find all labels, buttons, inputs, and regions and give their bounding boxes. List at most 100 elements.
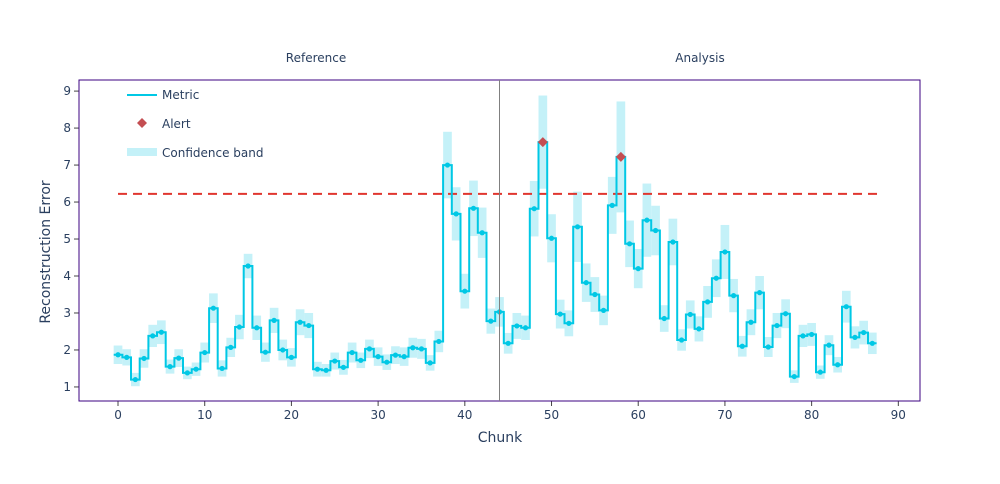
x-tick-label: 10 <box>197 408 212 422</box>
metric-point <box>687 311 693 318</box>
metric-point <box>219 365 225 372</box>
metric-point <box>184 370 190 376</box>
metric-point <box>566 320 572 326</box>
metric-point <box>210 305 216 311</box>
y-tick-label: 2 <box>63 343 71 357</box>
metric-point <box>332 358 338 364</box>
alert-markers <box>537 137 626 162</box>
metric-point <box>609 202 615 208</box>
metric-point <box>574 224 581 230</box>
x-tick-label: 90 <box>891 408 906 422</box>
y-axis-title: Reconstruction Error <box>38 180 54 324</box>
metric-point <box>384 359 390 365</box>
metric-point <box>652 227 659 234</box>
metric-point <box>739 343 745 349</box>
metric-markers <box>115 162 875 383</box>
metric-point <box>557 311 563 317</box>
metric-point <box>861 329 867 336</box>
metric-point <box>124 354 130 360</box>
y-tick-label: 4 <box>63 269 71 283</box>
metric-point <box>670 239 676 245</box>
metric-point <box>548 235 555 241</box>
metric-point <box>713 275 719 281</box>
metric-point <box>826 342 832 348</box>
metric-point <box>366 346 373 352</box>
metric-point <box>817 369 823 375</box>
axis-ticks: 0 10 20 30 40 50 60 70 80 90 1 2 3 4 5 6 7 8 9 <box>63 84 906 422</box>
metric-point <box>704 299 711 305</box>
metric-point <box>765 344 771 350</box>
metric-point <box>722 249 728 255</box>
legend-alert-label: Alert <box>162 117 191 131</box>
metric-point <box>262 349 269 355</box>
metric-point <box>522 325 529 331</box>
metric-point <box>835 362 841 368</box>
metric-point <box>592 291 598 298</box>
metric-point <box>505 340 511 346</box>
metric-point <box>141 355 147 362</box>
metric-point <box>323 367 329 373</box>
metric-point <box>410 345 416 351</box>
metric-point <box>852 334 858 340</box>
metric-point <box>531 206 537 212</box>
metric-point <box>202 349 208 356</box>
metric-point <box>297 319 303 325</box>
x-tick-label: 20 <box>284 408 299 422</box>
y-tick-label: 5 <box>63 232 71 246</box>
metric-point <box>479 230 485 236</box>
metric-point <box>809 331 815 338</box>
metric-point <box>696 326 702 332</box>
y-tick-label: 7 <box>63 158 71 172</box>
metric-point <box>427 360 433 366</box>
metric-point <box>730 293 737 299</box>
metric-point <box>791 373 797 380</box>
metric-series <box>113 141 877 381</box>
metric-point <box>375 354 381 360</box>
metric-point <box>314 366 321 372</box>
x-tick-label: 50 <box>544 408 559 422</box>
y-tick-label: 1 <box>63 380 71 394</box>
y-tick-label: 8 <box>63 121 71 135</box>
metric-point <box>228 344 234 350</box>
metric-point <box>271 317 277 323</box>
metric-point <box>158 329 164 335</box>
y-tick-label: 3 <box>63 306 71 320</box>
period-label-reference: Reference <box>286 51 346 65</box>
metric-point <box>748 319 754 325</box>
metric-point <box>306 322 312 329</box>
metric-point <box>167 364 173 370</box>
metric-point <box>132 376 138 383</box>
legend-band-label: Confidence band <box>162 146 263 160</box>
metric-point <box>678 337 685 343</box>
metric-point <box>280 347 286 353</box>
x-tick-label: 0 <box>114 408 122 422</box>
x-tick-label: 60 <box>631 408 646 422</box>
metric-point <box>418 346 425 352</box>
x-tick-label: 40 <box>457 408 472 422</box>
x-tick-label: 80 <box>804 408 819 422</box>
metric-point <box>800 333 806 339</box>
alert-point <box>537 137 548 148</box>
metric-point <box>470 205 477 211</box>
y-tick-label: 9 <box>63 84 71 98</box>
confidence-bands <box>113 95 877 387</box>
metric-point <box>236 324 242 330</box>
metric-point <box>150 333 156 339</box>
metric-point <box>436 338 442 345</box>
metric-point <box>401 354 407 360</box>
metric-point <box>340 364 347 370</box>
metric-point <box>635 266 641 272</box>
metric-point <box>488 318 494 324</box>
period-label-analysis: Analysis <box>675 51 724 65</box>
metric-point <box>583 280 589 286</box>
metric-point <box>115 352 121 358</box>
x-axis-title: Chunk <box>478 430 523 446</box>
legend-alert-swatch <box>137 118 147 128</box>
metric-point <box>444 162 451 168</box>
metric-point <box>193 366 199 372</box>
metric-point <box>644 217 650 223</box>
y-tick-label: 6 <box>63 195 71 209</box>
legend-metric-label: Metric <box>162 88 199 102</box>
